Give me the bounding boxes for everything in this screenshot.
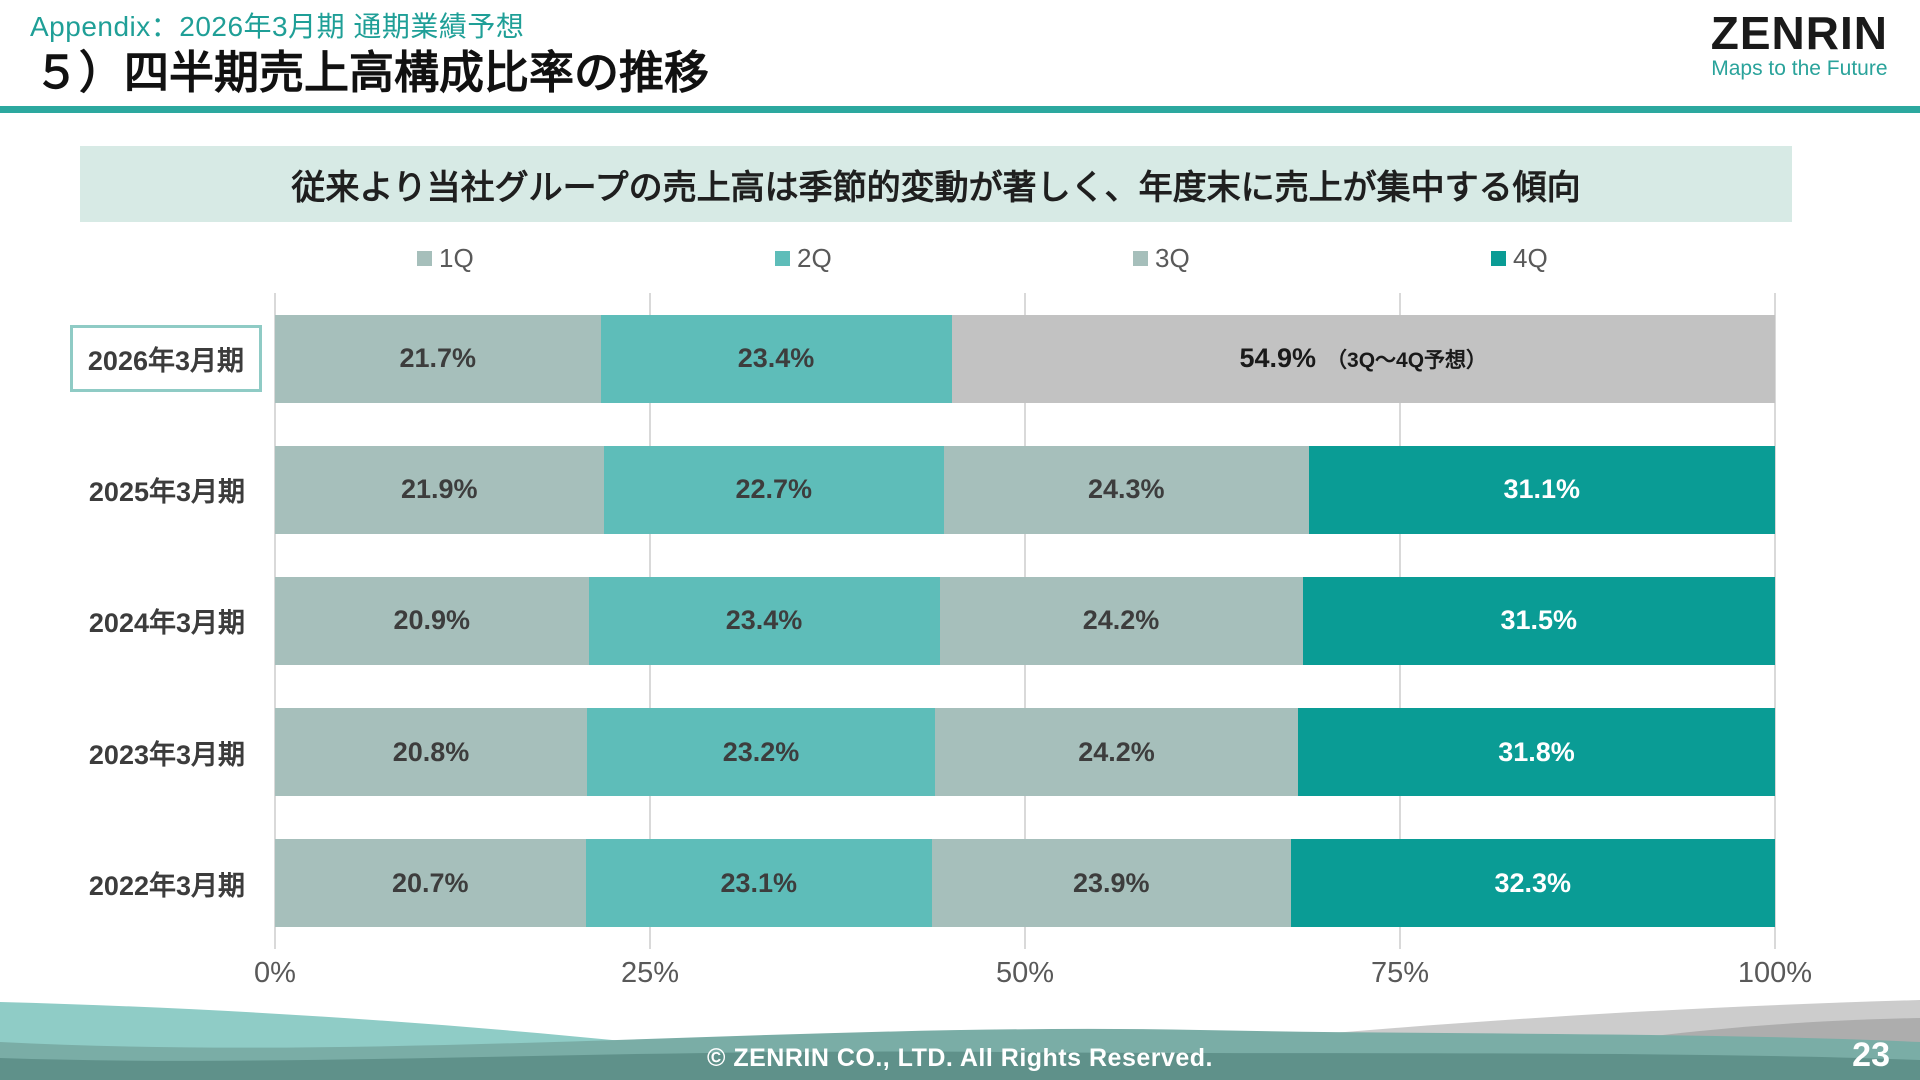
segment-value-label: 31.5% (1500, 605, 1578, 636)
header: Appendix：2026年3月期 通期業績予想 ５）四半期売上高構成比率の推移… (0, 0, 1920, 113)
stacked-bar: 20.8% 23.2% 24.2% 31.8% (275, 708, 1775, 797)
footer: © ZENRIN CO., LTD. All Rights Reserved. … (0, 992, 1920, 1080)
bar-segment-2Q: 23.4% (588, 576, 940, 665)
legend-item-1Q: 1Q (417, 243, 474, 274)
segment-value-label: 32.3% (1494, 867, 1572, 898)
legend-swatch-icon (1491, 251, 1506, 266)
segment-value-label: 21.7% (399, 343, 477, 374)
row-category-label: 2026年3月期 (60, 325, 275, 393)
page-number: 23 (1852, 1036, 1890, 1074)
segment-value-label: 23.1% (720, 867, 798, 898)
row-category-label: 2024年3月期 (88, 608, 245, 639)
bar-segment-3Q: 23.9% (932, 839, 1291, 928)
segment-value-label: 20.8% (392, 736, 470, 767)
x-tick: 25% (620, 957, 680, 989)
logo-wordmark: ZENRIN (1710, 7, 1888, 59)
stacked-bar: 21.7% 23.4% 54.9% （3Q～4Q予想） (275, 314, 1775, 403)
segment-value-label: 20.7% (391, 867, 469, 898)
segment-value-label: 31.1% (1503, 474, 1581, 505)
segment-value-label: 20.9% (393, 605, 471, 636)
legend-item-2Q: 2Q (775, 243, 832, 274)
wave-dark-teal (0, 1051, 1920, 1080)
row-category-label: 2023年3月期 (88, 739, 245, 770)
row-category-label: 2025年3月期 (88, 477, 245, 508)
chart-row: 2022年3月期 20.7% 23.1% 23.9% 32.3% (60, 818, 1775, 949)
bar-segment-3Q: 24.2% (939, 576, 1303, 665)
segment-value-label: 23.4% (725, 605, 803, 636)
legend-label: 1Q (439, 243, 474, 273)
bar-segment-1Q: 20.7% (275, 839, 586, 928)
row-category-label: 2022年3月期 (88, 870, 245, 901)
bar-segment-3Q-4Q-forecast: 54.9% （3Q～4Q予想） (951, 314, 1775, 403)
chart-legend: 1Q 2Q 3Q 4Q (275, 243, 1775, 279)
bar-segment-1Q: 20.9% (275, 576, 589, 665)
gridline (1774, 293, 1776, 949)
header-divider (0, 106, 1920, 113)
page-title: ５）四半期売上高構成比率の推移 (34, 47, 710, 98)
chart-row: 2023年3月期 20.8% 23.2% 24.2% 31.8% (60, 687, 1775, 818)
segment-value-label: 24.2% (1078, 736, 1155, 767)
chart-row: 2026年3月期 21.7% 23.4% 54.9% （3Q～4Q予想） (60, 293, 1775, 424)
x-tick: 75% (1370, 957, 1430, 989)
legend-item-4Q: 4Q (1491, 243, 1548, 274)
bar-segment-1Q: 21.7% (275, 314, 601, 403)
x-tick: 0% (254, 957, 296, 989)
segment-value-label: 54.9% (1239, 343, 1317, 374)
bar-segment-2Q: 22.7% (603, 445, 944, 534)
zenrin-logo: ZENRIN Maps to the Future (1711, 8, 1888, 81)
bar-segment-1Q: 20.8% (275, 708, 587, 797)
legend-label: 2Q (797, 243, 832, 273)
legend-swatch-icon (417, 251, 432, 266)
footer-wave-decoration (0, 1000, 1920, 1080)
bar-segment-3Q: 24.3% (944, 445, 1309, 534)
x-tick: 50% (995, 957, 1055, 989)
segment-value-label: 24.3% (1087, 474, 1165, 505)
bar-segment-2Q: 23.4% (600, 314, 952, 403)
legend-swatch-icon (1133, 251, 1148, 266)
segment-value-label: 23.4% (737, 343, 815, 374)
bar-segment-2Q: 23.1% (585, 839, 932, 928)
key-message-banner: 従来より当社グループの売上高は季節的変動が著しく、年度末に売上が集中する傾向 (80, 146, 1792, 222)
x-tick: 100% (1737, 957, 1813, 989)
legend-label: 3Q (1155, 243, 1190, 273)
stacked-bar: 20.7% 23.1% 23.9% 32.3% (275, 839, 1775, 928)
header-subtitle: Appendix：2026年3月期 通期業績予想 (30, 11, 525, 42)
segment-value-label: 31.8% (1498, 736, 1575, 767)
highlighted-label-box: 2026年3月期 (69, 325, 262, 393)
chart-row: 2024年3月期 20.9% 23.4% 24.2% 31.5% (60, 555, 1775, 686)
copyright-text: © ZENRIN CO., LTD. All Rights Reserved. (706, 1044, 1214, 1072)
legend-swatch-icon (775, 251, 790, 266)
segment-value-label: 22.7% (735, 474, 813, 505)
legend-label: 4Q (1513, 243, 1548, 273)
key-message-text: 従来より当社グループの売上高は季節的変動が著しく、年度末に売上が集中する傾向 (291, 168, 1581, 207)
bar-segment-3Q: 24.2% (934, 708, 1298, 797)
forecast-note: （3Q～4Q予想） (1326, 348, 1488, 372)
segment-value-label: 23.2% (722, 736, 800, 767)
bar-segment-4Q: 31.8% (1297, 708, 1775, 797)
stacked-bar: 20.9% 23.4% 24.2% 31.5% (275, 576, 1775, 665)
bar-segment-4Q: 31.1% (1308, 445, 1775, 534)
x-axis: 0% 25% 50% 75% 100% (254, 957, 1812, 993)
segment-value-label: 21.9% (400, 474, 478, 505)
chart-rows: 2026年3月期 21.7% 23.4% 54.9% （3Q～4Q予想） 2025年3月期… (60, 293, 1775, 949)
logo-tagline: Maps to the Future (1711, 56, 1888, 80)
segment-value-label: 23.9% (1072, 867, 1150, 898)
bar-segment-4Q: 31.5% (1302, 576, 1775, 665)
stacked-bar: 21.9% 22.7% 24.3% 31.1% (275, 445, 1775, 534)
chart-row: 2025年3月期 21.9% 22.7% 24.3% 31.1% (60, 424, 1775, 555)
bar-segment-2Q: 23.2% (586, 708, 935, 797)
segment-value-label: 24.2% (1082, 605, 1160, 636)
bar-segment-1Q: 21.9% (275, 445, 604, 534)
legend-item-3Q: 3Q (1133, 243, 1190, 274)
bar-segment-4Q: 32.3% (1290, 839, 1775, 928)
